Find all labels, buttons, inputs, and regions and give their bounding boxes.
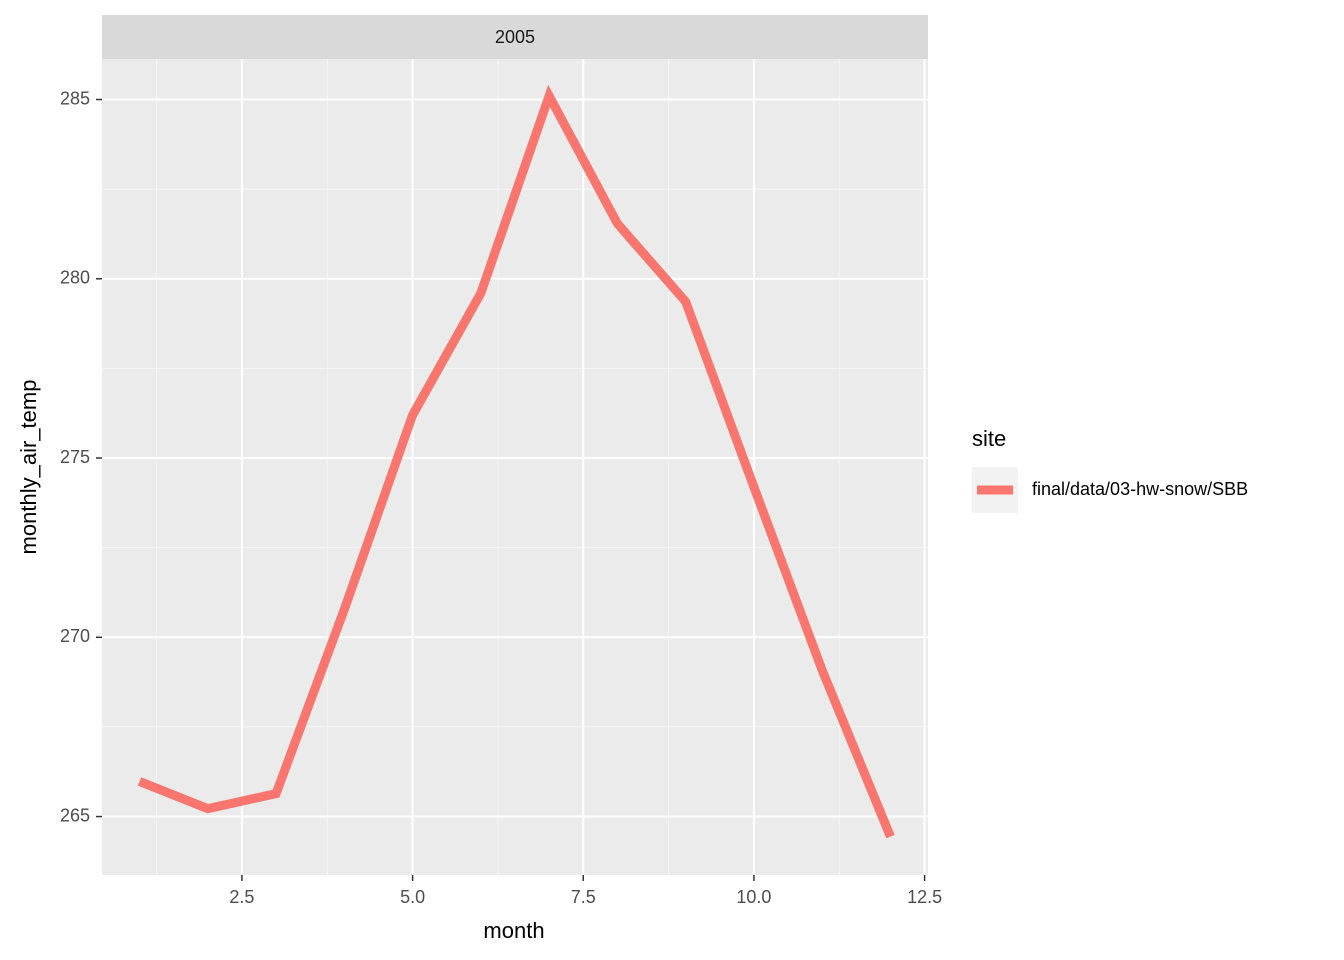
y-tick-label: 265 bbox=[60, 805, 90, 825]
x-tick-label: 7.5 bbox=[571, 887, 596, 907]
y-tick-label: 275 bbox=[60, 447, 90, 467]
x-tick-label: 12.5 bbox=[907, 887, 942, 907]
y-axis-label: monthly_air_temp bbox=[16, 380, 41, 555]
strip bbox=[102, 15, 928, 59]
legend-label: final/data/03-hw-snow/SBB bbox=[1032, 479, 1248, 499]
y-tick-label: 270 bbox=[60, 626, 90, 646]
strip-label: 2005 bbox=[495, 27, 535, 47]
legend-title: site bbox=[972, 426, 1006, 451]
x-tick-label: 2.5 bbox=[229, 887, 254, 907]
y-tick-label: 280 bbox=[60, 268, 90, 288]
line bbox=[137, 84, 895, 839]
x-axis-label: month bbox=[483, 918, 544, 943]
x-tick-label: 5.0 bbox=[400, 887, 425, 907]
x-tick-label: 10.0 bbox=[736, 887, 771, 907]
y-tick-label: 285 bbox=[60, 88, 90, 108]
